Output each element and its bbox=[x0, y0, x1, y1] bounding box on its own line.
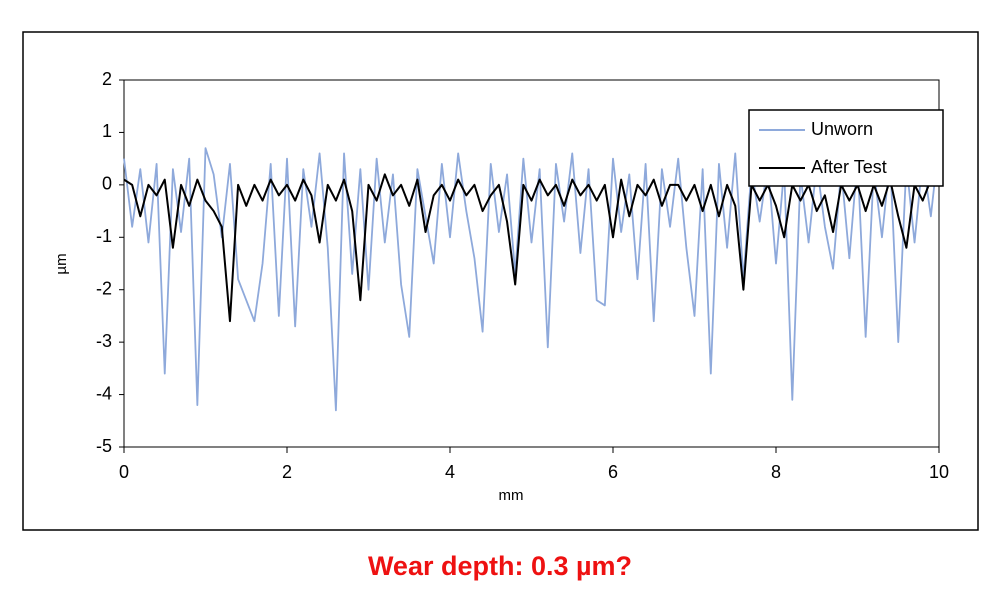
series-line bbox=[123, 173, 939, 323]
y-tick-label: -1 bbox=[96, 226, 112, 246]
y-tick-label: -4 bbox=[96, 383, 112, 403]
y-axis-label: µm bbox=[53, 253, 70, 274]
caption: Wear depth: 0.3 µm? bbox=[368, 551, 632, 581]
x-tick-label: 6 bbox=[608, 462, 618, 482]
x-tick-label: 2 bbox=[282, 462, 292, 482]
y-tick-label: -3 bbox=[96, 331, 112, 351]
plot-frame bbox=[123, 79, 940, 448]
x-tick-label: 4 bbox=[445, 462, 455, 482]
legend-label: Unworn bbox=[811, 119, 873, 139]
y-tick-label: 0 bbox=[102, 174, 112, 194]
y-tick-label: 1 bbox=[102, 121, 112, 141]
legend-box bbox=[748, 109, 944, 187]
y-tick-label: -2 bbox=[96, 278, 112, 298]
chart-border bbox=[22, 31, 979, 531]
y-tick-label: -5 bbox=[96, 436, 112, 456]
legend-label: After Test bbox=[811, 157, 887, 177]
x-tick-label: 0 bbox=[119, 462, 129, 482]
x-axis-label: mm bbox=[499, 487, 524, 504]
y-tick-label: 2 bbox=[102, 69, 112, 89]
x-tick-label: 8 bbox=[771, 462, 781, 482]
x-tick-label: 10 bbox=[929, 462, 949, 482]
